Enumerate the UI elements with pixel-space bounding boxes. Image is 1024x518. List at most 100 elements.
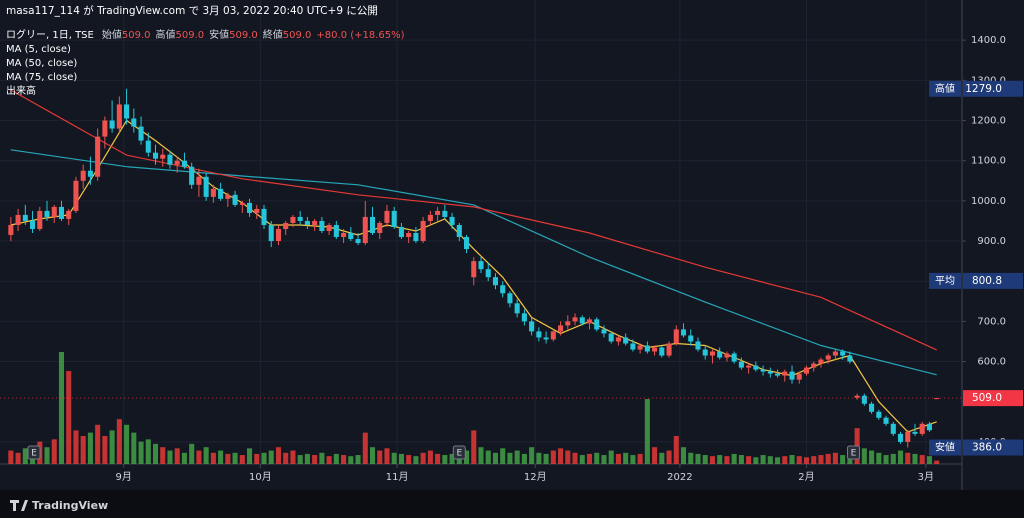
volume-bar bbox=[51, 439, 57, 464]
volume-bar bbox=[897, 450, 904, 464]
candle-body bbox=[51, 206, 57, 217]
volume-bar bbox=[87, 432, 93, 464]
candle-body bbox=[478, 261, 484, 270]
volume-bar bbox=[398, 453, 404, 464]
volume-bar bbox=[586, 453, 593, 464]
candle-body bbox=[536, 331, 542, 338]
volume-bar bbox=[254, 453, 260, 464]
volume-bar bbox=[189, 443, 195, 464]
volume-bar bbox=[44, 447, 50, 464]
volume-bar bbox=[312, 455, 318, 464]
candle-body bbox=[796, 373, 802, 380]
candle-body bbox=[601, 329, 607, 334]
candle-body bbox=[275, 228, 282, 242]
candle-body bbox=[312, 220, 318, 225]
candle-body bbox=[268, 224, 274, 242]
volume-bar bbox=[782, 456, 788, 464]
candle-body bbox=[847, 355, 853, 362]
price-tag-name: 高値 bbox=[935, 82, 955, 95]
header: masa117_114 が TradingView.com で 3月 03, 2… bbox=[6, 4, 378, 17]
volume-bar bbox=[543, 453, 549, 464]
candle-body bbox=[565, 321, 571, 326]
candle-body bbox=[435, 210, 441, 215]
candle-body bbox=[543, 337, 549, 340]
volume-bar bbox=[832, 452, 838, 464]
volume-bar bbox=[58, 352, 65, 464]
volume-bar bbox=[818, 455, 824, 464]
x-tick-label: 2022 bbox=[667, 472, 692, 483]
candle-body bbox=[138, 126, 144, 141]
volume-bar bbox=[558, 448, 564, 464]
candle-body bbox=[362, 216, 368, 244]
candle-body bbox=[746, 365, 752, 368]
x-tick-label: 12月 bbox=[524, 471, 547, 483]
y-tick-label: 1400.0 bbox=[971, 35, 1006, 46]
candle-body bbox=[297, 216, 303, 221]
x-tick-label: 10月 bbox=[249, 471, 272, 483]
candle-body bbox=[680, 329, 687, 336]
candle-body bbox=[890, 423, 896, 434]
candle-body bbox=[442, 210, 448, 217]
volume-bar bbox=[435, 453, 441, 464]
candle-body bbox=[196, 176, 202, 185]
candle-body bbox=[398, 226, 404, 238]
candle-body bbox=[167, 154, 173, 165]
price-tag-name: 安値 bbox=[935, 441, 955, 454]
candle-body bbox=[102, 120, 108, 137]
volume-bar bbox=[333, 453, 339, 464]
candle-body bbox=[702, 349, 708, 356]
volume-bar bbox=[731, 453, 737, 464]
legend-entry: MA (75, close) bbox=[6, 72, 77, 83]
candle-body bbox=[406, 233, 412, 238]
candle-body bbox=[717, 351, 723, 358]
ohlc-value: 509.0 bbox=[283, 30, 312, 41]
volume-bar bbox=[883, 455, 889, 464]
volume-bar bbox=[717, 455, 723, 464]
candle-body bbox=[666, 343, 672, 356]
volume-bar bbox=[738, 455, 744, 464]
candle-body bbox=[637, 345, 643, 350]
volume-bar bbox=[283, 452, 289, 464]
volume-bar bbox=[268, 450, 274, 464]
volume-bar bbox=[529, 447, 535, 464]
volume-bar bbox=[601, 455, 607, 464]
volume-bar bbox=[753, 457, 759, 464]
candle-body bbox=[775, 373, 781, 376]
volume-bar bbox=[521, 453, 527, 464]
volume-bar bbox=[825, 453, 831, 464]
candle-body bbox=[688, 335, 694, 342]
candle-body bbox=[926, 423, 932, 431]
ohlc-name: 始値 bbox=[102, 28, 122, 41]
footer-bar bbox=[0, 490, 1024, 518]
candle-body bbox=[905, 431, 911, 442]
change: +80.0 (+18.65%) bbox=[316, 30, 404, 41]
volume-bar bbox=[912, 453, 918, 464]
volume-bar bbox=[572, 452, 578, 464]
volume-bar bbox=[160, 447, 166, 464]
candle-body bbox=[239, 202, 245, 205]
candle-body bbox=[152, 152, 159, 159]
ohlc-value: 509.0 bbox=[176, 30, 205, 41]
volume-bar bbox=[102, 436, 108, 464]
candle-body bbox=[471, 261, 477, 278]
volume-bar bbox=[406, 455, 412, 464]
candle-body bbox=[912, 431, 918, 434]
volume-bar bbox=[362, 432, 368, 464]
volume-bar bbox=[341, 455, 347, 464]
volume-bar bbox=[550, 450, 556, 464]
volume-bar bbox=[803, 457, 810, 464]
volume-bar bbox=[275, 447, 282, 464]
volume-bar bbox=[695, 453, 701, 464]
volume-bar bbox=[218, 450, 224, 464]
volume-bar bbox=[673, 436, 679, 464]
earnings-box bbox=[27, 445, 41, 460]
candle-body bbox=[131, 118, 137, 127]
candle-body bbox=[832, 351, 838, 356]
legend-entry: MA (50, close) bbox=[6, 58, 77, 69]
volume-bar bbox=[934, 460, 940, 464]
volume-bar bbox=[536, 452, 542, 464]
volume-bar bbox=[680, 447, 687, 464]
candle-body bbox=[369, 216, 376, 234]
candle-body bbox=[738, 361, 744, 368]
